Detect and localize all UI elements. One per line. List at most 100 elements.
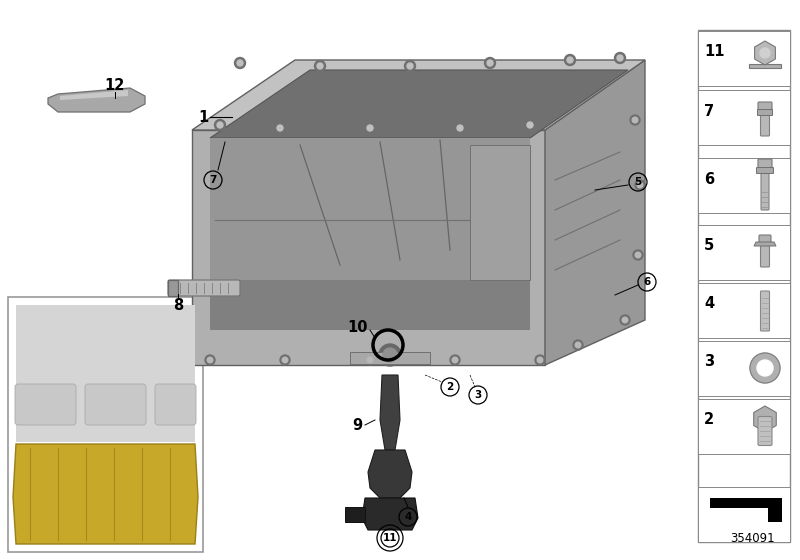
Text: 1: 1: [198, 110, 208, 124]
Circle shape: [317, 63, 323, 69]
Text: 6: 6: [643, 277, 650, 287]
FancyBboxPatch shape: [698, 158, 790, 213]
FancyBboxPatch shape: [698, 31, 790, 86]
Text: 7: 7: [210, 175, 217, 185]
Polygon shape: [350, 352, 430, 364]
Polygon shape: [754, 406, 776, 432]
Circle shape: [538, 357, 542, 363]
Text: 5: 5: [634, 177, 642, 187]
Circle shape: [365, 123, 375, 133]
Circle shape: [635, 252, 641, 258]
Polygon shape: [368, 450, 412, 498]
FancyBboxPatch shape: [698, 283, 790, 338]
Text: 2: 2: [446, 382, 454, 392]
Circle shape: [630, 115, 640, 125]
Circle shape: [617, 55, 623, 61]
Text: 4: 4: [704, 296, 714, 311]
FancyBboxPatch shape: [759, 235, 771, 245]
FancyBboxPatch shape: [757, 167, 774, 174]
FancyBboxPatch shape: [15, 384, 76, 425]
Circle shape: [367, 357, 373, 363]
Circle shape: [622, 317, 628, 323]
FancyBboxPatch shape: [758, 102, 772, 113]
FancyBboxPatch shape: [85, 384, 146, 425]
Circle shape: [205, 355, 215, 365]
FancyBboxPatch shape: [698, 341, 790, 396]
Circle shape: [565, 54, 575, 66]
Text: 7: 7: [704, 104, 714, 119]
Circle shape: [407, 63, 413, 69]
Text: 5: 5: [704, 239, 714, 254]
FancyBboxPatch shape: [758, 110, 773, 115]
FancyBboxPatch shape: [155, 384, 196, 425]
Polygon shape: [60, 90, 128, 100]
Circle shape: [485, 58, 495, 68]
Polygon shape: [16, 305, 195, 442]
FancyBboxPatch shape: [761, 291, 770, 331]
Polygon shape: [470, 145, 530, 280]
Circle shape: [237, 60, 243, 66]
Circle shape: [638, 182, 643, 188]
Text: 12: 12: [105, 77, 125, 92]
FancyBboxPatch shape: [8, 297, 203, 552]
Text: 2: 2: [704, 413, 714, 427]
Circle shape: [207, 357, 213, 363]
Circle shape: [454, 123, 466, 133]
FancyBboxPatch shape: [758, 159, 772, 170]
Text: 3: 3: [474, 390, 482, 400]
Text: 11: 11: [704, 44, 725, 59]
Circle shape: [632, 117, 638, 123]
Circle shape: [405, 60, 415, 72]
Polygon shape: [192, 60, 645, 130]
Circle shape: [452, 357, 458, 363]
FancyBboxPatch shape: [345, 507, 365, 522]
FancyBboxPatch shape: [168, 280, 240, 296]
Polygon shape: [13, 444, 198, 544]
Polygon shape: [749, 64, 781, 68]
Circle shape: [633, 250, 643, 260]
Text: 11: 11: [382, 533, 398, 543]
Text: 3: 3: [704, 354, 714, 370]
Text: 354091: 354091: [730, 532, 774, 545]
Circle shape: [635, 180, 645, 190]
Circle shape: [214, 119, 226, 130]
Circle shape: [750, 353, 780, 383]
Circle shape: [217, 122, 223, 128]
Circle shape: [487, 60, 493, 66]
Circle shape: [367, 125, 373, 131]
Circle shape: [274, 123, 286, 133]
Circle shape: [282, 357, 288, 363]
Polygon shape: [754, 242, 776, 246]
Text: 9: 9: [352, 418, 362, 432]
FancyBboxPatch shape: [698, 90, 790, 145]
Polygon shape: [192, 130, 545, 365]
Polygon shape: [168, 280, 178, 296]
Circle shape: [760, 48, 770, 58]
Text: 10: 10: [348, 320, 368, 335]
FancyBboxPatch shape: [698, 487, 790, 542]
Polygon shape: [210, 70, 628, 138]
Polygon shape: [710, 498, 782, 522]
Circle shape: [365, 355, 375, 365]
Polygon shape: [210, 280, 530, 330]
FancyBboxPatch shape: [761, 110, 770, 136]
FancyBboxPatch shape: [761, 244, 770, 267]
Polygon shape: [210, 138, 530, 280]
FancyBboxPatch shape: [758, 417, 772, 446]
FancyBboxPatch shape: [698, 225, 790, 280]
Circle shape: [314, 60, 326, 72]
Circle shape: [527, 122, 533, 128]
Circle shape: [535, 355, 545, 365]
Text: 4: 4: [404, 512, 412, 522]
Circle shape: [383, 348, 397, 362]
Circle shape: [525, 119, 535, 130]
Circle shape: [450, 355, 460, 365]
Circle shape: [573, 340, 583, 350]
Text: 6: 6: [704, 171, 714, 186]
Circle shape: [757, 360, 773, 376]
Polygon shape: [48, 88, 145, 112]
Circle shape: [234, 58, 246, 68]
Circle shape: [277, 125, 283, 131]
FancyBboxPatch shape: [698, 399, 790, 454]
Circle shape: [280, 355, 290, 365]
